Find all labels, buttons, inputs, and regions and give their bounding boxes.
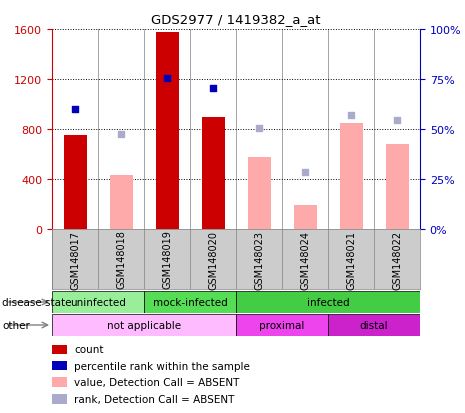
Point <box>393 118 401 124</box>
Bar <box>52 314 236 336</box>
Bar <box>52 291 144 313</box>
Text: distal: distal <box>360 320 388 330</box>
Bar <box>201 117 225 230</box>
Bar <box>64 136 86 230</box>
Text: GSM148023: GSM148023 <box>254 230 264 289</box>
Text: count: count <box>74 344 104 355</box>
Text: GSM148022: GSM148022 <box>392 230 402 289</box>
Bar <box>236 291 420 313</box>
Point <box>71 107 79 113</box>
Text: GSM148018: GSM148018 <box>116 230 126 289</box>
Point <box>301 169 309 176</box>
Bar <box>339 123 363 230</box>
Bar <box>52 345 66 354</box>
Bar <box>155 33 179 230</box>
Bar <box>52 394 66 404</box>
Text: disease state: disease state <box>2 297 72 307</box>
Text: not applicable: not applicable <box>107 320 181 330</box>
Text: GSM148019: GSM148019 <box>162 230 172 289</box>
Bar <box>385 145 408 230</box>
Text: GSM148017: GSM148017 <box>70 230 80 289</box>
Point <box>209 85 217 92</box>
Text: GSM148020: GSM148020 <box>208 230 218 289</box>
Bar <box>328 314 420 336</box>
Text: value, Detection Call = ABSENT: value, Detection Call = ABSENT <box>74 377 239 387</box>
Bar <box>293 205 317 230</box>
Text: proximal: proximal <box>259 320 305 330</box>
Point <box>117 131 125 138</box>
Text: other: other <box>2 320 30 330</box>
Point <box>163 75 171 82</box>
Text: percentile rank within the sample: percentile rank within the sample <box>74 361 250 370</box>
Bar <box>236 314 328 336</box>
Bar <box>109 176 133 230</box>
Bar <box>52 377 66 387</box>
Point <box>255 125 263 132</box>
Bar <box>247 157 271 230</box>
Text: mock-infected: mock-infected <box>153 297 227 307</box>
Point <box>347 113 355 119</box>
Bar <box>52 361 66 370</box>
Bar <box>144 291 236 313</box>
Text: infected: infected <box>307 297 349 307</box>
Title: GDS2977 / 1419382_a_at: GDS2977 / 1419382_a_at <box>151 13 321 26</box>
Text: rank, Detection Call = ABSENT: rank, Detection Call = ABSENT <box>74 394 234 404</box>
Text: GSM148024: GSM148024 <box>300 230 310 289</box>
Text: uninfected: uninfected <box>70 297 126 307</box>
Text: GSM148021: GSM148021 <box>346 230 356 289</box>
